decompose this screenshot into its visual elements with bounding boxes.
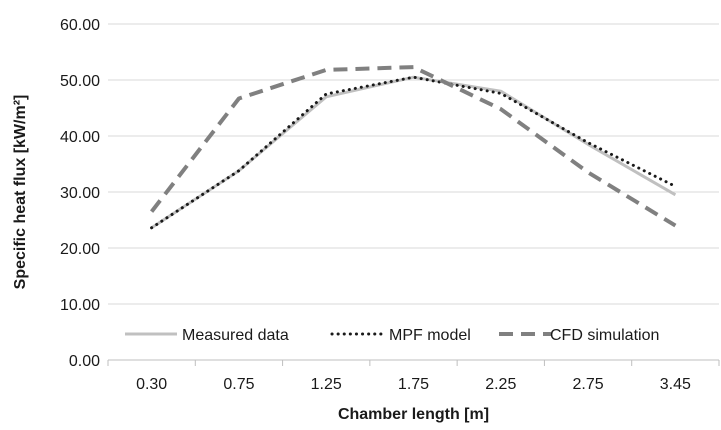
y-tick-label: 50.00 — [60, 73, 100, 90]
x-tick-labels: 0.30 0.75 1.25 1.75 2.25 2.75 3.45 — [136, 376, 691, 393]
legend-background — [118, 320, 718, 350]
x-axis — [107, 359, 720, 366]
legend-label: MPF model — [389, 327, 471, 344]
legend-label: Measured data — [182, 327, 289, 344]
x-tick-label: 0.75 — [223, 376, 254, 393]
series-line-measured-data — [150, 75, 677, 230]
legend: Measured data MPF model CFD simulation — [118, 320, 718, 350]
y-tick-labels: 0.00 10.00 20.00 30.00 40.00 50.00 60.00 — [60, 17, 100, 370]
y-tick-label: 60.00 — [60, 17, 100, 34]
series-line-cfd-simulation — [150, 65, 677, 228]
y-tick-label: 20.00 — [60, 241, 100, 258]
y-tick-label: 0.00 — [69, 353, 100, 370]
x-tick-label: 1.25 — [311, 376, 342, 393]
x-tick-label: 1.75 — [398, 376, 429, 393]
series-line-mpf-model — [150, 75, 677, 230]
series-lines — [150, 65, 677, 230]
y-axis-title: Specific heat flux [kW/m²] — [12, 95, 29, 290]
x-tick-label: 0.30 — [136, 376, 167, 393]
x-axis-title: Chamber length [m] — [338, 406, 489, 423]
x-tick-label: 2.75 — [573, 376, 604, 393]
y-tick-label: 30.00 — [60, 185, 100, 202]
legend-label: CFD simulation — [550, 327, 659, 344]
x-tick-label: 2.25 — [485, 376, 516, 393]
y-tick-label: 40.00 — [60, 129, 100, 146]
x-tick-label: 3.45 — [660, 376, 691, 393]
y-tick-label: 10.00 — [60, 297, 100, 314]
